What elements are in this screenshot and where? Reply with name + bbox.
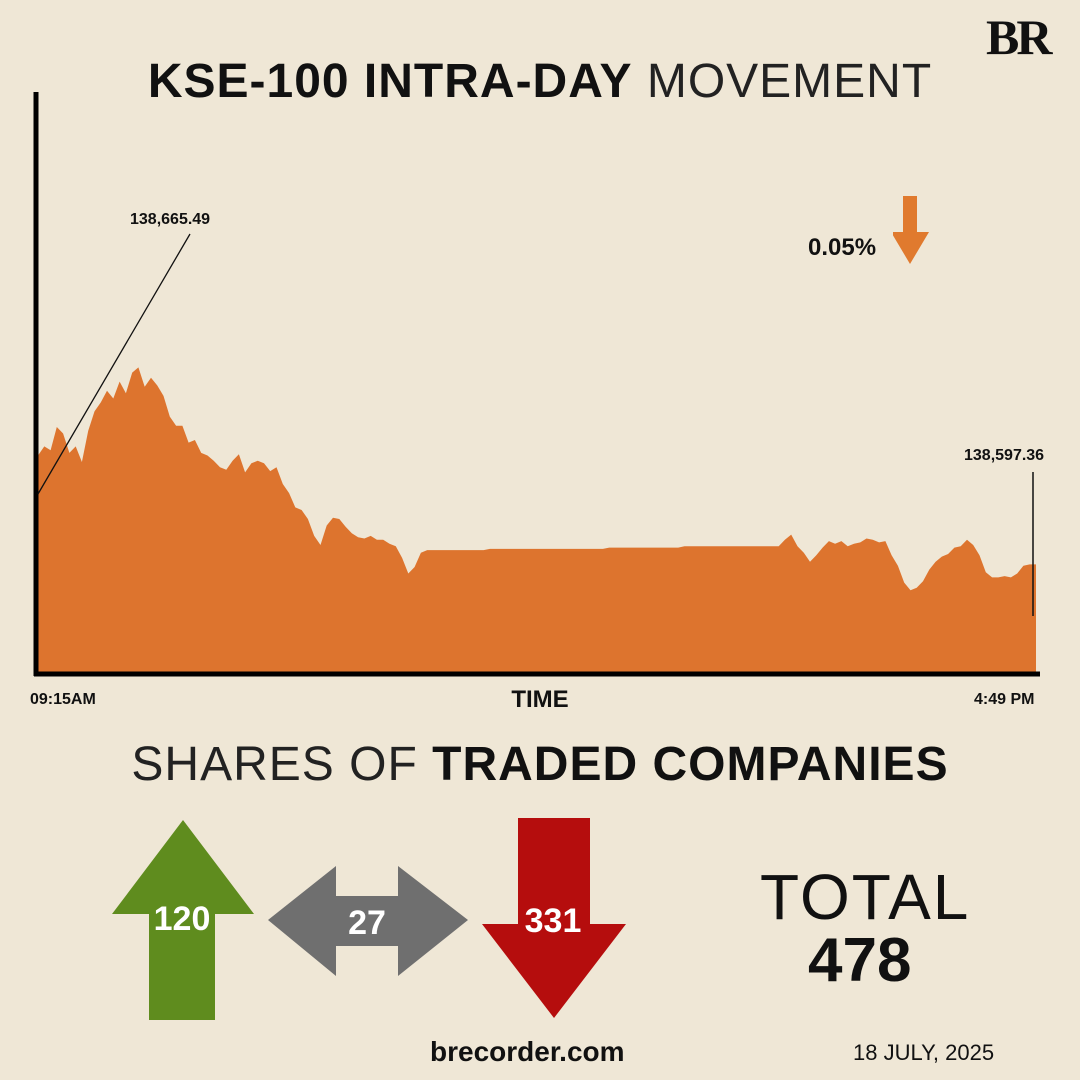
change-value: 0.05% xyxy=(808,234,877,261)
high-value-label: 138,665.49 xyxy=(130,211,210,228)
advancers-up-arrow-icon: 120 xyxy=(112,820,254,1020)
br-logo: BR xyxy=(986,9,1052,65)
down-arrow-icon xyxy=(893,196,929,264)
high-leader-line xyxy=(37,233,191,495)
x-end-label: 4:49 PM xyxy=(974,691,1034,708)
intraday-chart: 138,665.49 138,597.36 09:15AM 4:49 PM xyxy=(30,92,1044,708)
chart-title: KSE-100 INTRA-DAY MOVEMENT xyxy=(0,54,1080,110)
area-layer xyxy=(38,367,1036,672)
decliners-count: 331 xyxy=(525,902,582,940)
site-link[interactable]: brecorder.com xyxy=(430,1036,625,1067)
chart-title-bold: KSE-100 INTRA-DAY xyxy=(147,55,633,108)
total-label: TOTAL xyxy=(760,861,971,933)
decliners-down-arrow-icon: 331 xyxy=(482,818,626,1018)
unchanged-count: 27 xyxy=(348,904,386,942)
shares-title-bold: TRADED COMPANIES xyxy=(432,738,949,791)
advancers-count: 120 xyxy=(154,900,211,938)
date-label: 18 JULY, 2025 xyxy=(853,1040,995,1065)
chart-title-light: MOVEMENT xyxy=(646,55,933,108)
close-value-label: 138,597.36 xyxy=(964,447,1044,464)
unchanged-double-arrow-icon: 27 xyxy=(268,866,468,976)
index-area-series xyxy=(38,367,1036,672)
total-value: 478 xyxy=(808,926,912,995)
x-start-label: 09:15AM xyxy=(30,691,96,708)
shares-title-light: SHARES OF xyxy=(131,738,418,791)
x-axis-title: TIME xyxy=(511,686,569,713)
shares-title: SHARES OF TRADED COMPANIES xyxy=(0,737,1080,793)
